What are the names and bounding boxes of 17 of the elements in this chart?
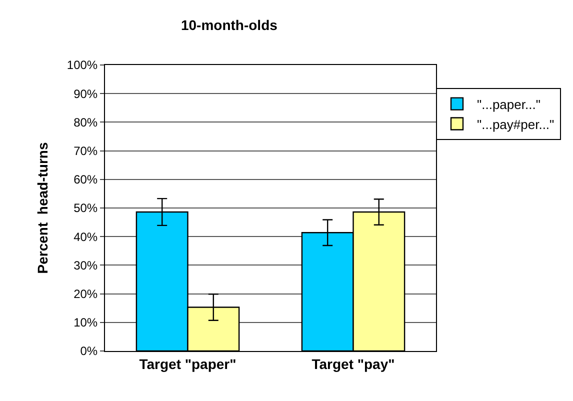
x-tick-label: Target "pay" <box>312 356 395 372</box>
y-tick-label: 40% <box>74 230 98 244</box>
y-tick-label: 30% <box>74 258 98 272</box>
y-tick-label: 90% <box>74 86 98 101</box>
chart-title: 10-month-olds <box>180 16 278 33</box>
y-tick-label: 80% <box>74 115 98 130</box>
y-tick-label: 60% <box>74 172 98 187</box>
y-axis-title: Percent head-turns <box>34 142 50 274</box>
y-tick-label: 100% <box>66 58 98 72</box>
legend-label: "...pay#per..." <box>477 116 555 132</box>
y-tick-label: 70% <box>74 144 98 158</box>
y-tick-label: 20% <box>74 287 98 301</box>
x-tick-label: Target "paper" <box>139 356 236 372</box>
y-tick-label: 10% <box>74 316 98 330</box>
y-tick-label: 0% <box>80 344 98 358</box>
y-tick-label: 50% <box>74 201 98 216</box>
legend-label: "...paper..." <box>477 96 541 112</box>
